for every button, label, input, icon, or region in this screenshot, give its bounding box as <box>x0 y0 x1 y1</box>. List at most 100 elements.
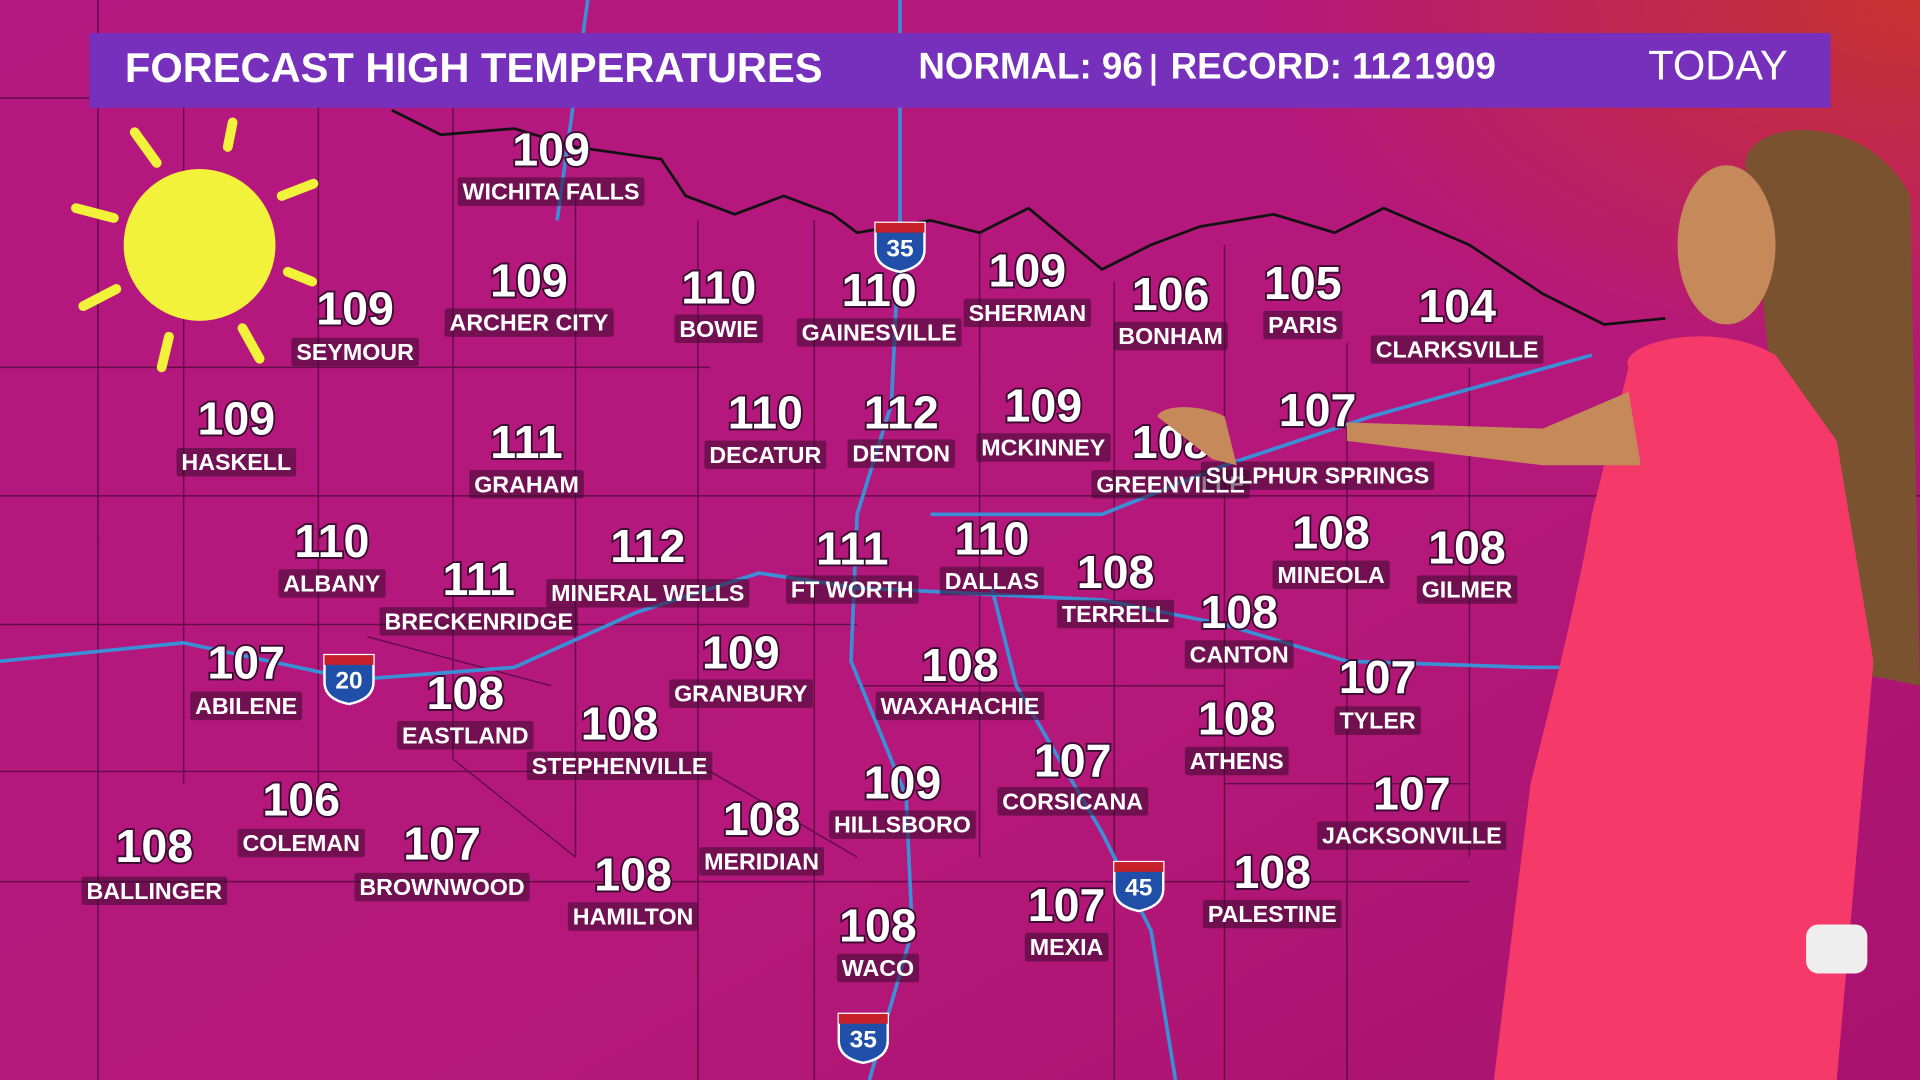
city-name: DALLAS <box>945 568 1039 594</box>
city-temp: 107 <box>1279 384 1357 436</box>
city-name: BROWNWOOD <box>359 874 524 900</box>
name-background <box>397 721 534 750</box>
name-background <box>1184 640 1294 669</box>
city-temp: 107 <box>1339 651 1417 703</box>
city-temp: 108 <box>594 848 672 900</box>
city: CANTON 108 <box>1184 584 1294 669</box>
city-name: BRECKENRIDGE <box>384 608 573 634</box>
name-background <box>1317 821 1507 850</box>
city-name: PARIS <box>1268 312 1337 338</box>
city: MEXIA 107 <box>1024 877 1109 962</box>
city-temp: 109 <box>490 254 568 306</box>
city: DECATUR 110 <box>704 385 827 470</box>
city-temp: 105 <box>1264 257 1342 309</box>
city-name: MCKINNEY <box>981 435 1105 461</box>
record-year: 1909 <box>1414 45 1496 86</box>
city: MINERAL WELLS 112 <box>546 518 750 608</box>
name-background <box>669 679 813 708</box>
shield-shape <box>323 653 375 706</box>
city-temp: 106 <box>1132 268 1210 320</box>
city-name: HASKELL <box>181 449 291 475</box>
city-temp: 108 <box>1077 546 1155 598</box>
city: CLARKSVILLE 104 <box>1370 278 1544 364</box>
record-temp: RECORD: 112 <box>1171 45 1412 86</box>
city-name: STEPHENVILLE <box>532 753 708 779</box>
city: COLEMAN 106 <box>237 772 365 858</box>
name-background <box>1184 746 1289 776</box>
shield-top <box>324 655 374 665</box>
header-title: FORECAST HIGH TEMPERATURES <box>125 44 823 91</box>
city: ARCHER CITY 109 <box>444 253 614 337</box>
city-temp: 108 <box>1233 846 1311 898</box>
city-name: MEXIA <box>1030 934 1104 960</box>
city-temp: 108 <box>115 820 193 872</box>
name-background <box>354 872 530 902</box>
city-temp: 108 <box>581 698 659 750</box>
shield-shape <box>837 1012 889 1065</box>
city-name: JACKSONVILLE <box>1322 823 1502 849</box>
city-name: COLEMAN <box>242 830 360 856</box>
shield-number: 20 <box>335 668 362 695</box>
state-border <box>391 108 1666 326</box>
city-name: BOWIE <box>679 316 758 342</box>
city: BROWNWOOD 107 <box>354 816 530 902</box>
city: WICHITA FALLS 109 <box>457 122 645 206</box>
name-background <box>444 308 614 337</box>
city-temp: 111 <box>816 523 888 575</box>
name-background <box>939 566 1044 596</box>
shield-number: 35 <box>886 235 913 262</box>
name-background <box>1200 461 1435 490</box>
city: JACKSONVILLE 107 <box>1317 766 1507 850</box>
name-background <box>836 953 920 983</box>
city-name: GAINESVILLE <box>802 319 957 345</box>
name-background <box>847 439 955 468</box>
city: PALESTINE 108 <box>1202 844 1342 929</box>
city-temp: 108 <box>1200 586 1278 638</box>
name-background <box>704 440 827 470</box>
city-name: CLARKSVILLE <box>1376 337 1539 363</box>
city: HASKELL 109 <box>176 391 297 477</box>
sun-icon <box>71 117 319 373</box>
name-background <box>1024 932 1109 962</box>
name-background <box>567 902 699 931</box>
city: GRAHAM 111 <box>469 414 584 499</box>
city: PARIS 105 <box>1262 255 1343 340</box>
city-name: PALESTINE <box>1208 901 1337 927</box>
city-name: ABILENE <box>195 693 297 719</box>
city-name: MERIDIAN <box>704 848 819 874</box>
city-name: TYLER <box>1339 708 1415 734</box>
city-name: BALLINGER <box>86 878 222 904</box>
city: GILMER 108 <box>1416 519 1518 604</box>
city: ABILENE 107 <box>190 635 303 721</box>
city-name: SHERMAN <box>969 300 1087 326</box>
city-name: ALBANY <box>283 570 380 596</box>
city-temp: 108 <box>723 793 801 845</box>
city: TYLER 107 <box>1334 649 1421 735</box>
city: SEYMOUR 109 <box>291 281 419 367</box>
city-temp: 111 <box>490 416 562 468</box>
city-name: BONHAM <box>1118 323 1223 349</box>
name-background <box>379 607 578 636</box>
city-temp: 108 <box>427 667 505 719</box>
name-background <box>1202 899 1342 929</box>
city: WACO 108 <box>836 898 920 983</box>
name-background <box>699 847 825 876</box>
city-name: HAMILTON <box>573 904 694 930</box>
name-background <box>278 569 386 598</box>
city-temp: 110 <box>954 513 1029 565</box>
city: MERIDIAN 108 <box>699 791 825 876</box>
city: BALLINGER 108 <box>81 818 228 906</box>
city: SHERMAN 109 <box>963 243 1092 328</box>
presenter <box>1157 130 1920 1080</box>
city-temp: 111 <box>443 553 515 605</box>
city-temp: 108 <box>1428 521 1506 573</box>
city-temp: 108 <box>1292 507 1370 559</box>
city-temp: 109 <box>702 627 780 679</box>
